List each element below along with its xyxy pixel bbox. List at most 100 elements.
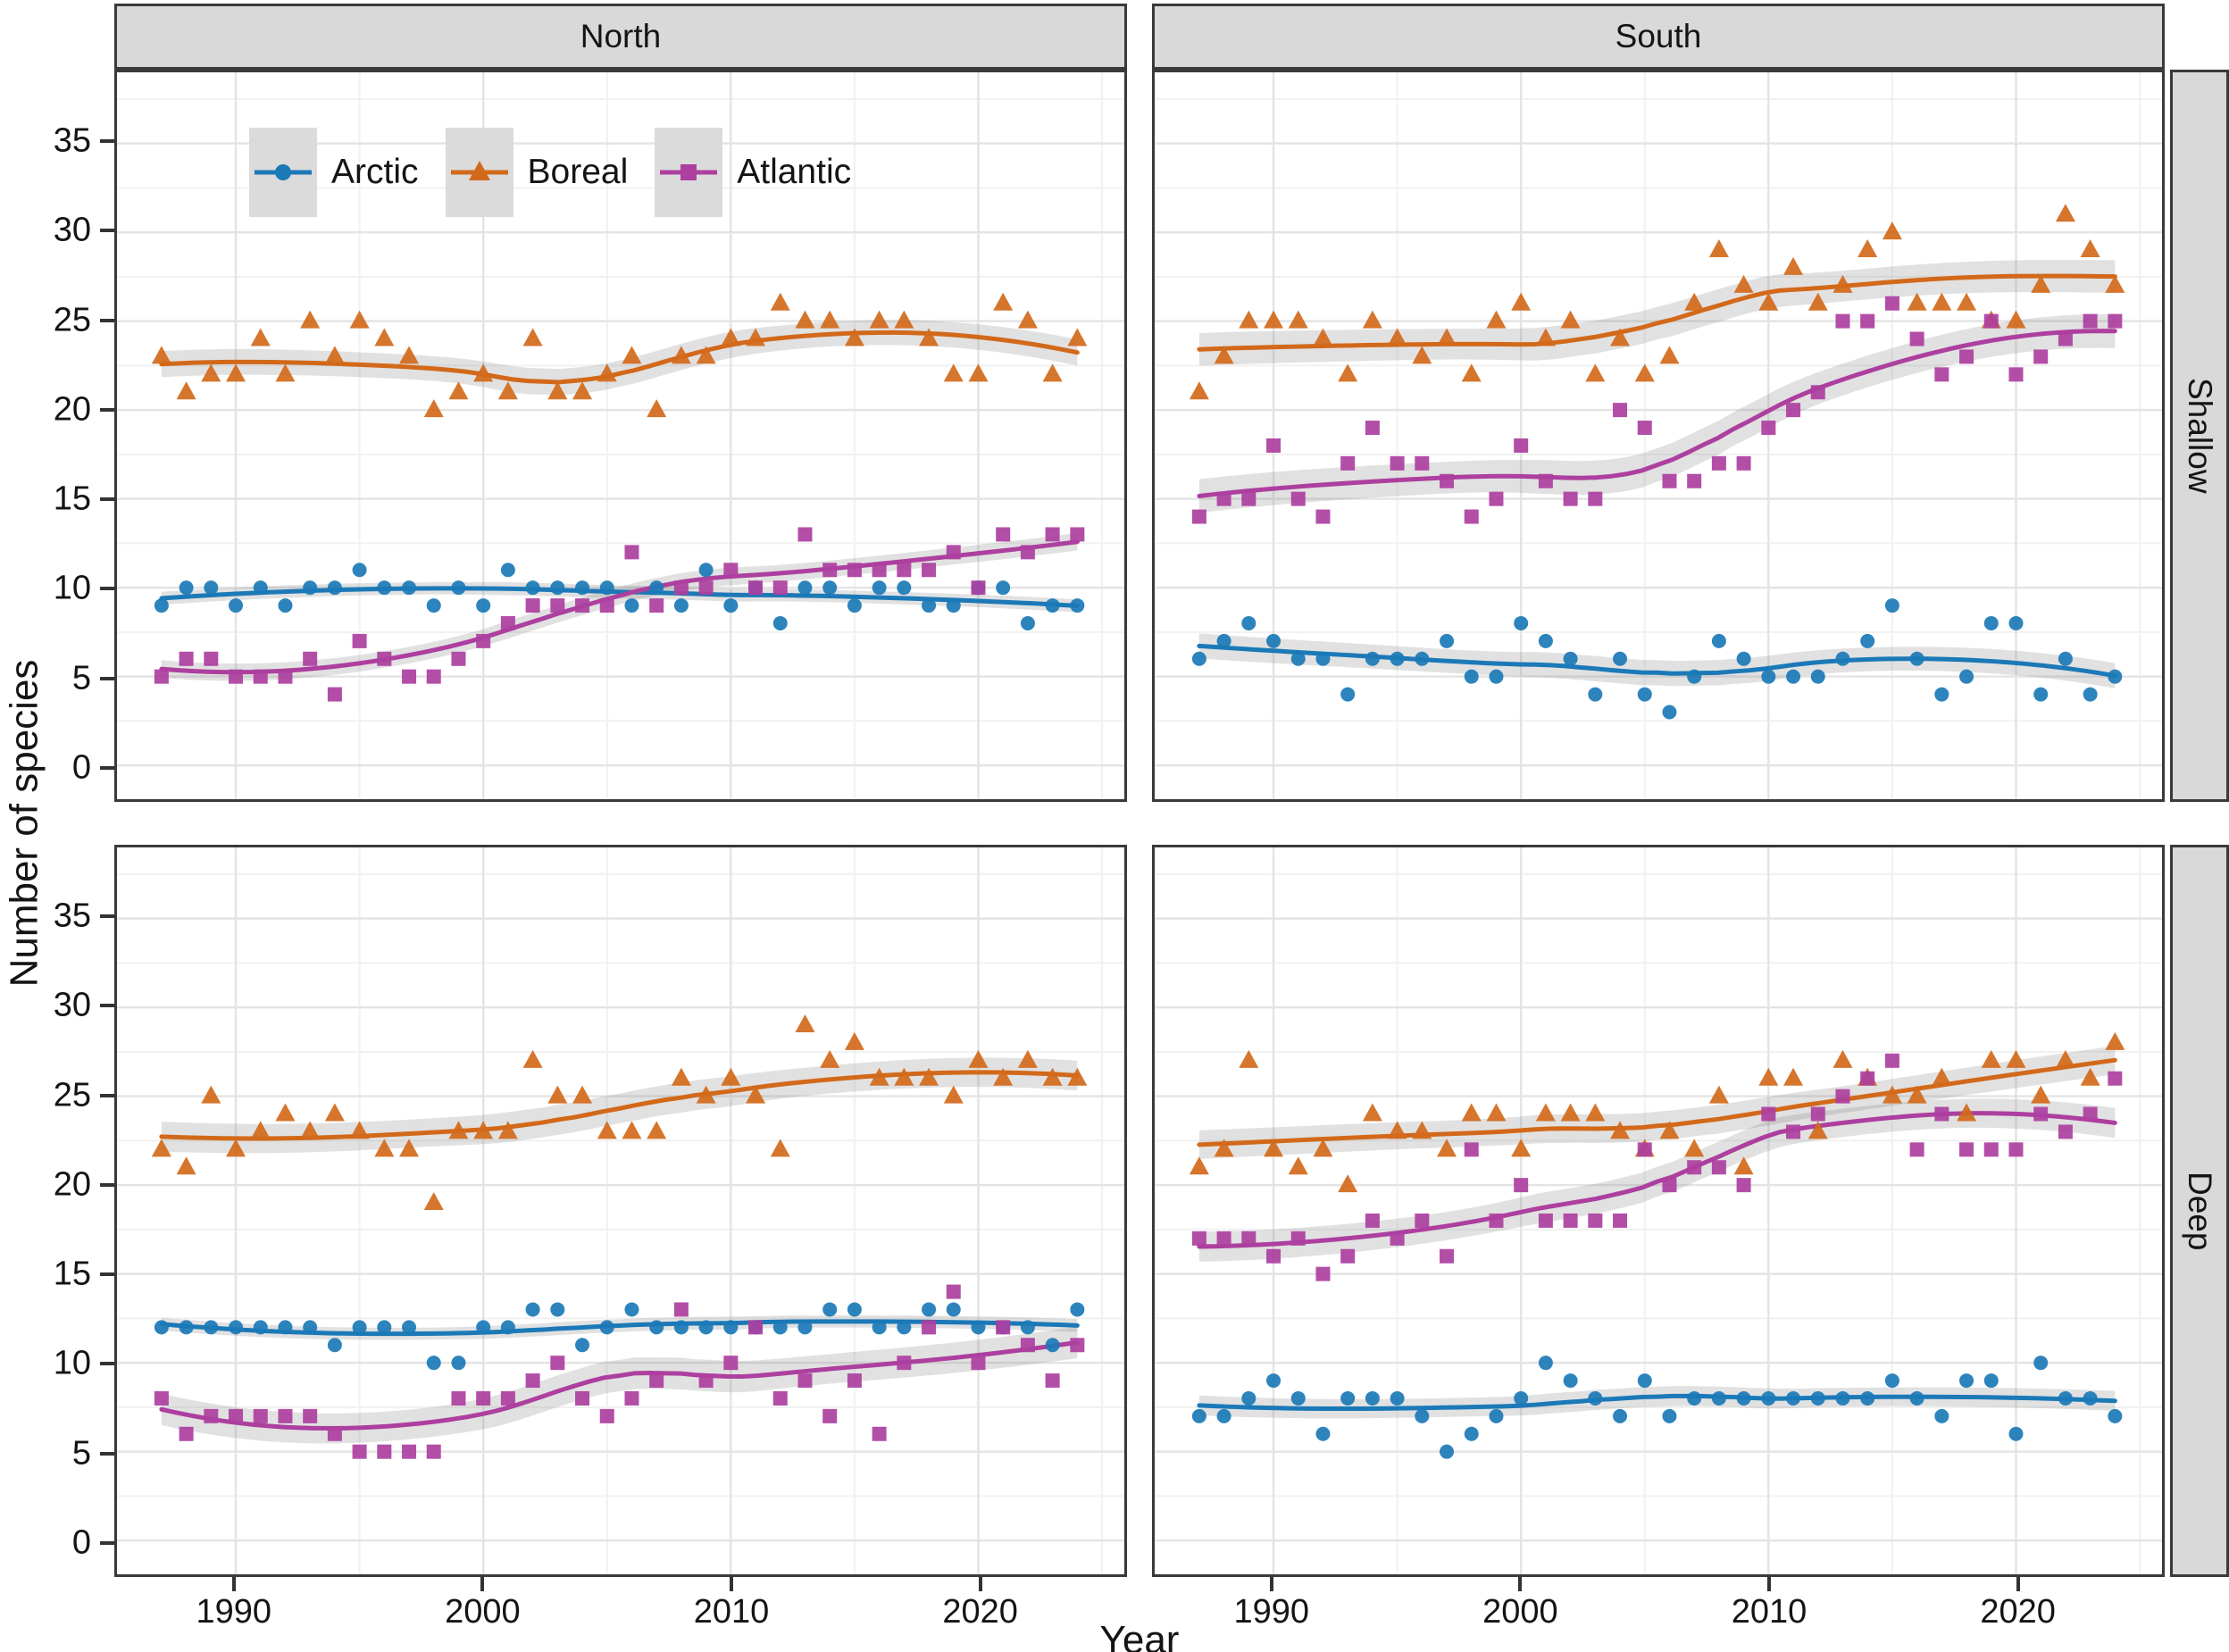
data-point-square	[229, 1408, 244, 1423]
data-point-triangle	[1189, 1156, 1209, 1175]
data-point-square	[1860, 1071, 1875, 1086]
data-point-square	[1266, 438, 1281, 453]
data-point-square	[1983, 1142, 1999, 1157]
data-point-square	[1959, 1142, 1974, 1157]
data-point-triangle	[1858, 239, 1878, 258]
x-tick-label: 2020	[1980, 1593, 2056, 1631]
data-point-triangle	[2031, 1085, 2051, 1104]
data-point-circle	[2008, 1426, 2024, 1441]
data-point-square	[1761, 1106, 1776, 1122]
data-point-square	[1045, 527, 1060, 542]
data-point-triangle	[250, 328, 271, 346]
data-point-triangle	[894, 1067, 914, 1086]
data-point-triangle	[547, 1085, 568, 1104]
data-point-square	[327, 687, 342, 702]
data-point-circle	[1020, 615, 1035, 630]
data-point-circle	[303, 580, 318, 596]
data-point-triangle	[1535, 1103, 1556, 1122]
data-point-circle	[451, 1356, 466, 1371]
data-point-square	[2108, 313, 2123, 329]
data-point-triangle	[522, 1049, 543, 1068]
data-point-triangle	[349, 310, 370, 329]
data-point-square	[1736, 1178, 1751, 1193]
data-point-circle	[1415, 651, 1430, 666]
data-point-square	[1489, 1213, 1504, 1228]
data-point-circle	[1786, 669, 1801, 684]
data-point-circle	[897, 1320, 912, 1335]
data-point-triangle	[647, 1121, 667, 1139]
data-point-circle	[204, 580, 219, 596]
data-point-square	[698, 580, 714, 596]
data-point-triangle	[1807, 292, 1828, 311]
data-point-square	[1761, 421, 1776, 436]
data-point-circle	[1070, 598, 1085, 613]
y-tick-label: 0	[71, 1523, 91, 1562]
data-point-square	[303, 651, 318, 666]
data-point-circle	[2058, 651, 2073, 666]
data-point-triangle	[1412, 1121, 1432, 1139]
data-point-square	[2058, 1124, 2073, 1139]
y-tick-mark	[100, 676, 114, 680]
data-point-triangle	[349, 1121, 370, 1139]
data-point-circle	[1464, 1426, 1479, 1441]
data-point-square	[2083, 313, 2098, 329]
facet-strip-north: North	[114, 4, 1127, 70]
data-point-triangle	[919, 328, 939, 346]
data-point-circle	[599, 1320, 614, 1335]
data-point-square	[1613, 403, 1628, 418]
data-point-triangle	[572, 1085, 593, 1104]
data-point-circle	[996, 580, 1011, 596]
data-point-circle	[229, 598, 244, 613]
data-point-triangle	[250, 1121, 271, 1139]
data-point-square	[1786, 1124, 1801, 1139]
x-tick-label: 1990	[1233, 1593, 1310, 1631]
data-point-triangle	[324, 1103, 345, 1122]
y-tick-mark	[100, 407, 114, 412]
data-point-square	[352, 1444, 367, 1459]
data-point-triangle	[423, 399, 444, 418]
data-point-triangle	[2006, 1049, 2026, 1068]
data-point-square	[1290, 1231, 1306, 1246]
data-point-square	[1736, 455, 1751, 471]
square-icon	[660, 164, 718, 180]
data-point-square	[426, 1444, 441, 1459]
data-point-square	[1687, 473, 1702, 488]
data-point-triangle	[1585, 363, 1606, 382]
data-point-circle	[1216, 633, 1231, 648]
data-point-circle	[2008, 615, 2024, 630]
data-point-circle	[1290, 1390, 1306, 1406]
data-point-circle	[1884, 598, 1899, 613]
data-point-triangle	[1758, 292, 1779, 311]
data-point-triangle	[1486, 1103, 1507, 1122]
smooth-line-atlantic	[159, 539, 1080, 675]
data-point-square	[1934, 1106, 1949, 1122]
data-point-circle	[1934, 1408, 1949, 1423]
data-point-triangle	[572, 381, 593, 400]
y-tick-mark	[100, 318, 114, 322]
data-point-square	[1315, 1266, 1331, 1281]
data-point-triangle	[1313, 328, 1333, 346]
data-point-triangle	[1387, 1121, 1407, 1139]
data-point-square	[1464, 509, 1479, 524]
data-point-square	[550, 598, 565, 613]
data-point-square	[1959, 349, 1974, 364]
data-point-circle	[1538, 1356, 1553, 1371]
data-point-square	[1415, 455, 1430, 471]
data-point-square	[476, 1390, 491, 1406]
data-point-square	[377, 1444, 392, 1459]
data-point-triangle	[522, 328, 543, 346]
data-point-triangle	[1214, 346, 1234, 364]
legend-item-arctic: Arctic	[249, 128, 419, 217]
data-point-triangle	[770, 1139, 790, 1157]
data-point-square	[2058, 331, 2073, 346]
data-point-square	[649, 1373, 664, 1389]
data-point-square	[922, 1320, 937, 1335]
data-point-square	[2108, 1071, 2123, 1086]
data-point-square	[1662, 1178, 1677, 1193]
data-point-triangle	[1708, 1085, 1729, 1104]
legend-item-atlantic: Atlantic	[655, 128, 851, 217]
data-point-square	[897, 563, 912, 578]
data-point-circle	[1440, 633, 1455, 648]
data-point-circle	[922, 598, 937, 613]
data-point-square	[1216, 1231, 1231, 1246]
